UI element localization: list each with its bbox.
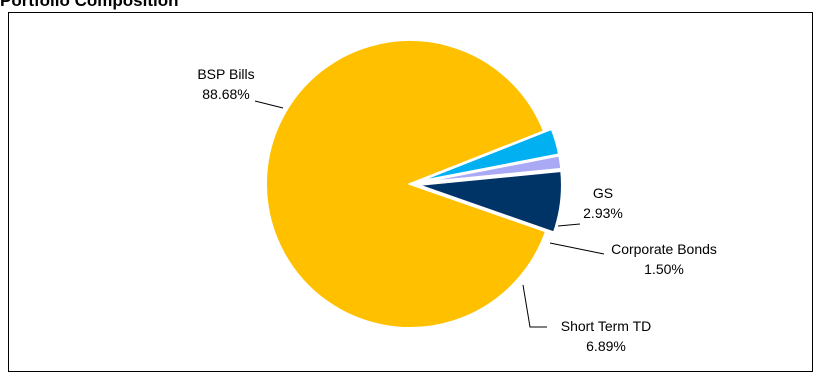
leader-line-short-term-td [522,284,547,328]
leader-lines [254,100,605,328]
slice-label-short-term-td: Short Term TD [561,318,652,334]
data-labels: BSP Bills 88.68% GS 2.93% Corporate Bonds 1.5… [197,66,717,354]
pie-slice-gs [417,127,561,183]
leader-line-corporate-bonds [549,242,605,255]
chart-title: Portfolio Composition [0,0,179,10]
leader-line-gs [557,223,581,227]
slice-value-short-term-td: 6.89% [586,338,626,354]
pie-slices [265,39,563,329]
slice-label-corporate-bonds: Corporate Bonds [611,241,717,257]
pie-slice-short-term-td [417,169,563,234]
pie-slice-corporate-bonds [417,154,563,184]
slice-value-corporate-bonds: 1.50% [644,261,684,277]
slice-label-bsp-bills: BSP Bills [197,66,254,82]
slice-value-bsp-bills: 88.68% [202,86,249,102]
pie-slice-bsp-bills [265,39,548,329]
leader-line-bsp-bills [254,100,284,109]
slice-value-gs: 2.93% [583,205,623,221]
slice-label-gs: GS [593,185,613,201]
